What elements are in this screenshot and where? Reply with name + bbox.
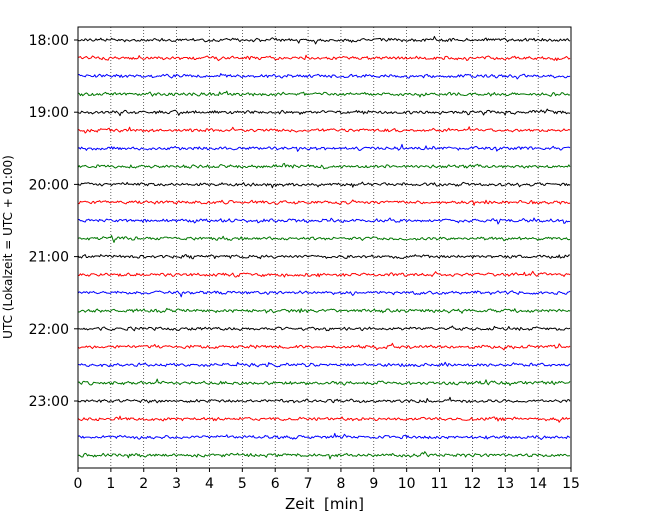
seismic-trace — [78, 217, 571, 225]
seismic-trace — [77, 235, 571, 243]
x-tick-label: 0 — [74, 476, 83, 492]
seismic-trace — [77, 90, 571, 98]
x-axis-ticks: 0 1 2 3 4 5 6 7 8 9 10 11 12 13 14 15 — [74, 468, 580, 492]
seismic-trace — [77, 396, 571, 404]
seismic-trace — [77, 162, 571, 170]
x-tick-label: 6 — [271, 476, 280, 492]
plot-frame — [77, 26, 572, 469]
x-tick-label: 5 — [238, 476, 247, 492]
y-tick-label: 19:00 — [29, 105, 69, 121]
x-tick-label: 14 — [529, 476, 547, 492]
y-tick-label: 21:00 — [29, 250, 69, 266]
seismic-trace — [77, 307, 571, 314]
x-axis-label: Zeit [min] — [285, 495, 364, 513]
seismic-trace — [77, 415, 571, 423]
x-tick-label: 13 — [496, 476, 514, 492]
seismic-trace — [77, 108, 571, 117]
seismic-trace — [77, 126, 571, 134]
seismic-trace — [77, 342, 571, 351]
seismic-trace — [77, 199, 571, 206]
seismic-trace — [77, 35, 571, 45]
x-tick-label: 8 — [336, 476, 345, 492]
seismic-trace — [77, 143, 571, 152]
seismic-trace — [77, 290, 571, 298]
x-tick-label: 10 — [398, 476, 416, 492]
seismic-trace — [77, 253, 571, 260]
seismic-trace — [77, 432, 571, 440]
seismic-trace — [77, 54, 571, 62]
seismic-trace — [77, 361, 571, 368]
seismic-trace — [77, 325, 571, 332]
x-tick-label: 4 — [205, 476, 214, 492]
x-tick-label: 15 — [562, 476, 580, 492]
y-axis-ticks: 18:00 19:00 20:00 21:00 22:00 23:00 — [29, 33, 78, 410]
seismic-trace — [77, 270, 571, 278]
y-tick-label: 18:00 — [29, 33, 69, 49]
seismic-trace — [77, 73, 571, 80]
seismic-trace — [77, 181, 571, 189]
x-tick-label: 2 — [139, 476, 148, 492]
x-tick-label: 7 — [304, 476, 313, 492]
y-axis-label: UTC (Lokalzeit = UTC + 01:00) — [1, 155, 15, 339]
seismic-trace — [77, 378, 571, 386]
x-tick-label: 3 — [172, 476, 181, 492]
seismic-trace — [77, 451, 571, 460]
x-tick-label: 9 — [369, 476, 378, 492]
x-tick-label: 11 — [431, 476, 449, 492]
y-tick-label: 22:00 — [29, 322, 69, 338]
y-tick-label: 20:00 — [29, 177, 69, 193]
x-tick-label: 1 — [106, 476, 115, 492]
x-tick-label: 12 — [463, 476, 481, 492]
y-tick-label: 23:00 — [29, 394, 69, 410]
seismic-traces — [77, 35, 571, 460]
